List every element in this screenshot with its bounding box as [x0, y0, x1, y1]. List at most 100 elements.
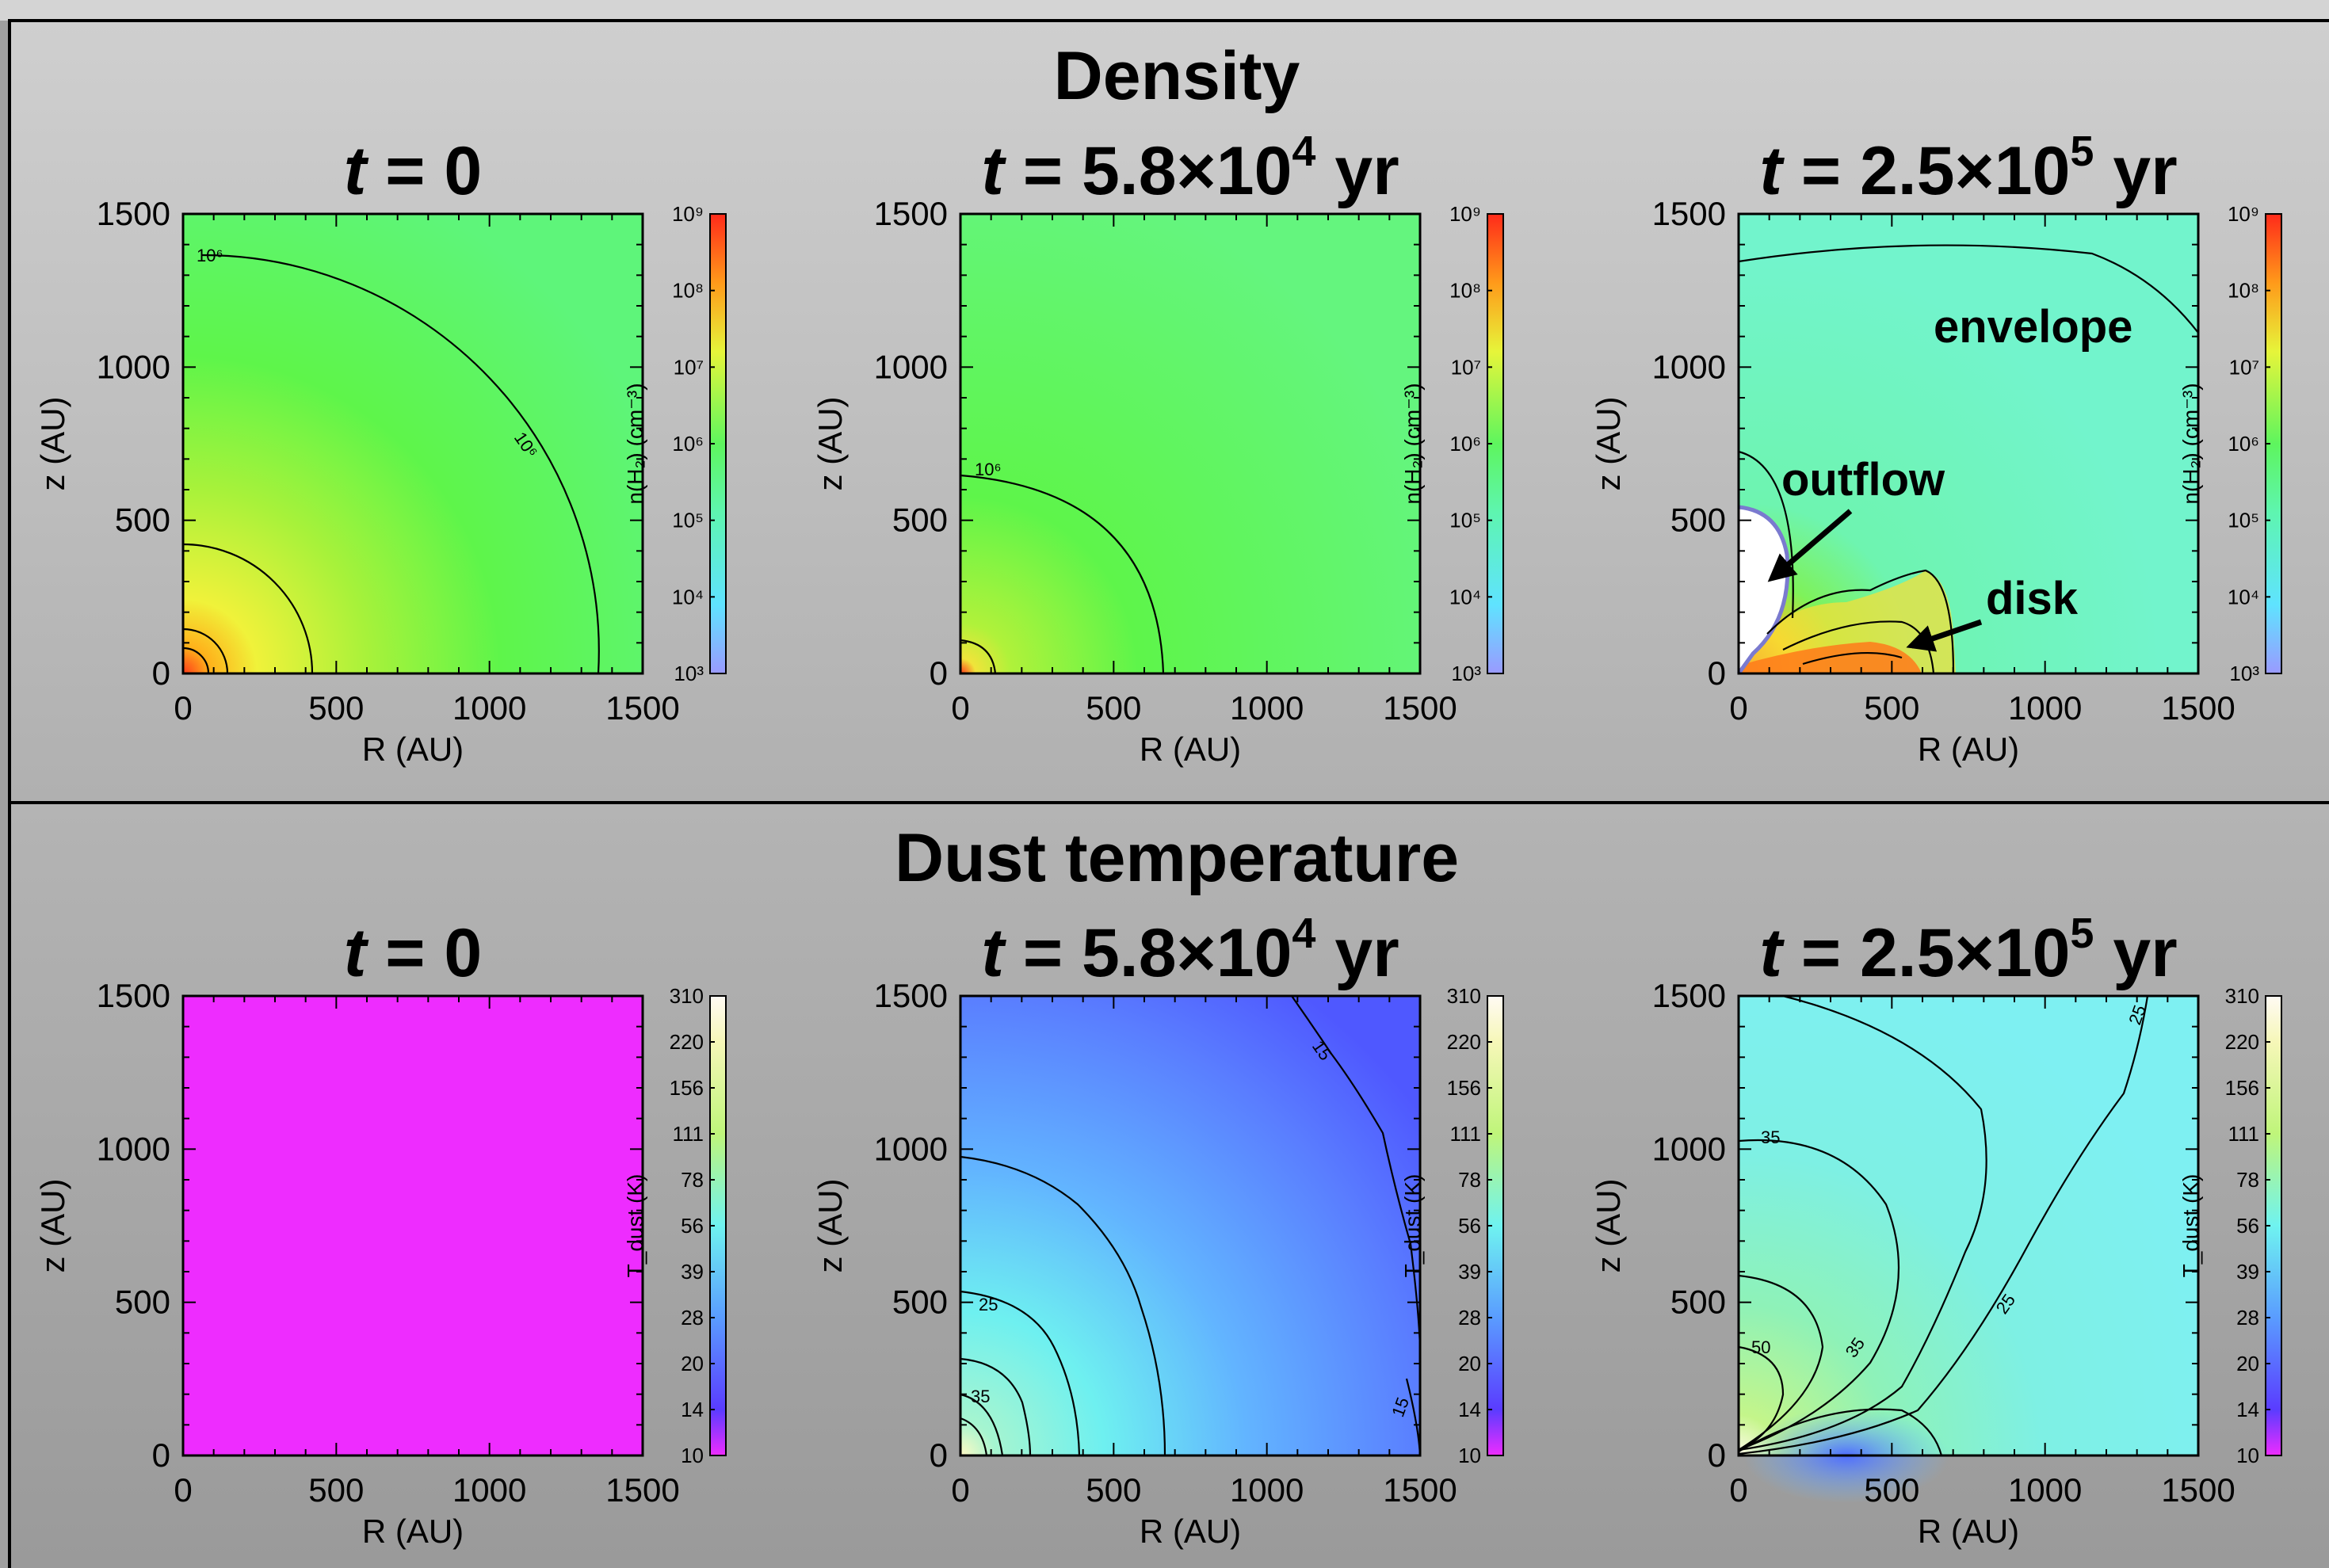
contour-label: 10⁶ — [975, 460, 1002, 479]
temperature-t1-contour-78 — [960, 1393, 1004, 1456]
colorbar-tick-label: 10⁹ — [672, 202, 704, 226]
x-tick-label: 1000 — [452, 689, 526, 727]
x-tick-label: 500 — [1864, 689, 1919, 727]
y-tick-label: 500 — [1670, 1284, 1726, 1321]
colorbar-tick-label: 10 — [2236, 1444, 2259, 1467]
panel-title-value: = 2.5×10 — [1782, 133, 2070, 209]
y-axis-label: z (AU) — [34, 397, 71, 491]
density-t0-contour-mid — [182, 543, 314, 674]
x-axis-label: R (AU) — [1918, 731, 2019, 768]
colorbar-tick-label: 28 — [681, 1306, 704, 1330]
panel-title-unit: yr — [2094, 915, 2177, 991]
colorbar-tick-label: 10³ — [674, 662, 704, 685]
y-tick-label: 500 — [115, 1284, 170, 1321]
colorbar-tick-label: 220 — [1447, 1030, 1481, 1054]
x-tick-label: 1000 — [1230, 1471, 1304, 1509]
colorbar-tick-label: 10⁷ — [1451, 355, 1481, 379]
x-axis-label: R (AU) — [362, 731, 464, 768]
density-t2-disk-region — [1739, 570, 1956, 673]
colorbar-tick-label: 78 — [1458, 1168, 1481, 1192]
panel-title-value: = 0 — [366, 915, 482, 991]
panel-title: t = 5.8×104 yr — [981, 910, 1399, 991]
plot-frame — [959, 212, 1422, 675]
y-tick-label: 1500 — [1652, 977, 1726, 1014]
colorbar-tick-label: 10⁸ — [672, 279, 704, 303]
colorbar-tick-label: 10⁵ — [672, 509, 704, 532]
x-tick-label: 0 — [174, 689, 192, 727]
colorbar-tick-label: 10 — [681, 1444, 704, 1467]
panel-title-value: = 0 — [366, 133, 482, 209]
panel-title: t = 0 — [344, 915, 482, 991]
colorbar-tick-label: 10⁶ — [1449, 432, 1481, 456]
colorbar-tick-label: 20 — [2236, 1352, 2259, 1375]
temperature-t2-contour-78 — [1738, 1345, 1785, 1452]
colorbar-tick-label: 10⁶ — [672, 432, 704, 456]
temperature-t1-contour-35 — [960, 1290, 1081, 1456]
density-t1-contour-inner — [960, 639, 997, 674]
y-tick-label: 1500 — [874, 977, 948, 1014]
x-tick-label: 0 — [174, 1471, 192, 1509]
colorbar-tick-label: 10⁸ — [2228, 279, 2259, 303]
y-tick-label: 0 — [1708, 1436, 1726, 1474]
panel-title-exponent: 5 — [2070, 128, 2094, 175]
density-t2-contour-top — [1738, 244, 2199, 334]
y-tick-label: 1500 — [874, 195, 948, 232]
colorbar-tick-label: 10⁹ — [1449, 202, 1481, 226]
panel-title-exponent: 5 — [2070, 910, 2094, 957]
colorbar-tick-label: 111 — [672, 1122, 704, 1146]
colorbar-tick-label: 56 — [2236, 1214, 2259, 1238]
colorbar-tick-label: 10⁴ — [672, 585, 704, 609]
x-tick-label: 500 — [308, 1471, 364, 1509]
x-tick-label: 0 — [951, 689, 969, 727]
density-t0-heatmap — [183, 214, 643, 673]
density-heading: Density — [1054, 38, 1300, 114]
y-tick-label: 1000 — [97, 348, 170, 385]
y-axis-label: z (AU) — [811, 397, 849, 491]
colorbar-tick-label: 10³ — [1451, 662, 1481, 685]
colorbar-tick-label: 56 — [681, 1214, 704, 1238]
panel-title: t = 2.5×105 yr — [1759, 910, 2177, 991]
colorbar-label: T_dust (K) — [623, 1174, 647, 1278]
y-tick-label: 500 — [892, 1284, 948, 1321]
colorbar-tick-label: 39 — [1458, 1260, 1481, 1284]
panel-title-time-symbol: t — [981, 915, 1006, 991]
x-tick-label: 0 — [951, 1471, 969, 1509]
y-axis-label: z (AU) — [34, 1179, 71, 1273]
colorbar-tick-label: 10 — [1458, 1444, 1481, 1467]
colorbar-tick-label: 10⁹ — [2228, 202, 2259, 226]
panel-title-time-symbol: t — [1759, 915, 1785, 991]
plot-frame — [1737, 212, 2200, 675]
colorbar-tick-label: 10⁸ — [1449, 279, 1481, 303]
x-tick-label: 500 — [1086, 1471, 1141, 1509]
colorbar-tick-label: 39 — [2236, 1260, 2259, 1284]
x-tick-label: 1500 — [1383, 1471, 1457, 1509]
temperature-t1-contour-111 — [960, 1417, 988, 1456]
y-tick-label: 0 — [152, 654, 170, 692]
colorbar-tick-label: 10³ — [2229, 662, 2259, 685]
panel-title-unit: yr — [2094, 133, 2177, 209]
density-t1-contour-outer — [960, 474, 1165, 674]
x-axis-label: R (AU) — [1140, 1513, 1241, 1550]
panel-title-exponent: 4 — [1292, 910, 1315, 957]
density-t0-contour-core — [182, 647, 210, 674]
colorbar-tick-label: 310 — [2225, 984, 2259, 1008]
colorbar-tick-label: 10⁷ — [2229, 355, 2259, 379]
colorbar-tick-label: 28 — [1458, 1306, 1481, 1330]
panel-title: t = 5.8×104 yr — [981, 128, 1399, 209]
contour-label: 50 — [1751, 1337, 1770, 1357]
colorbar-label: n(H₂) (cm⁻³) — [1400, 383, 1425, 504]
x-tick-label: 1500 — [2161, 689, 2235, 727]
colorbar-tick-label: 20 — [681, 1352, 704, 1375]
panel-title-unit: yr — [1315, 915, 1399, 991]
density-t1-heatmap — [960, 214, 1420, 673]
x-tick-label: 500 — [1864, 1471, 1919, 1509]
plot-frame — [181, 994, 644, 1457]
panel-title-value: = 2.5×10 — [1782, 915, 2070, 991]
colorbar-tick-label: 14 — [2236, 1398, 2259, 1421]
x-tick-label: 1000 — [452, 1471, 526, 1509]
colorbar-label: T_dust (K) — [2178, 1174, 2203, 1278]
temperature-t0-heatmap — [183, 996, 643, 1455]
colorbar-tick-label: 10⁷ — [674, 355, 704, 379]
